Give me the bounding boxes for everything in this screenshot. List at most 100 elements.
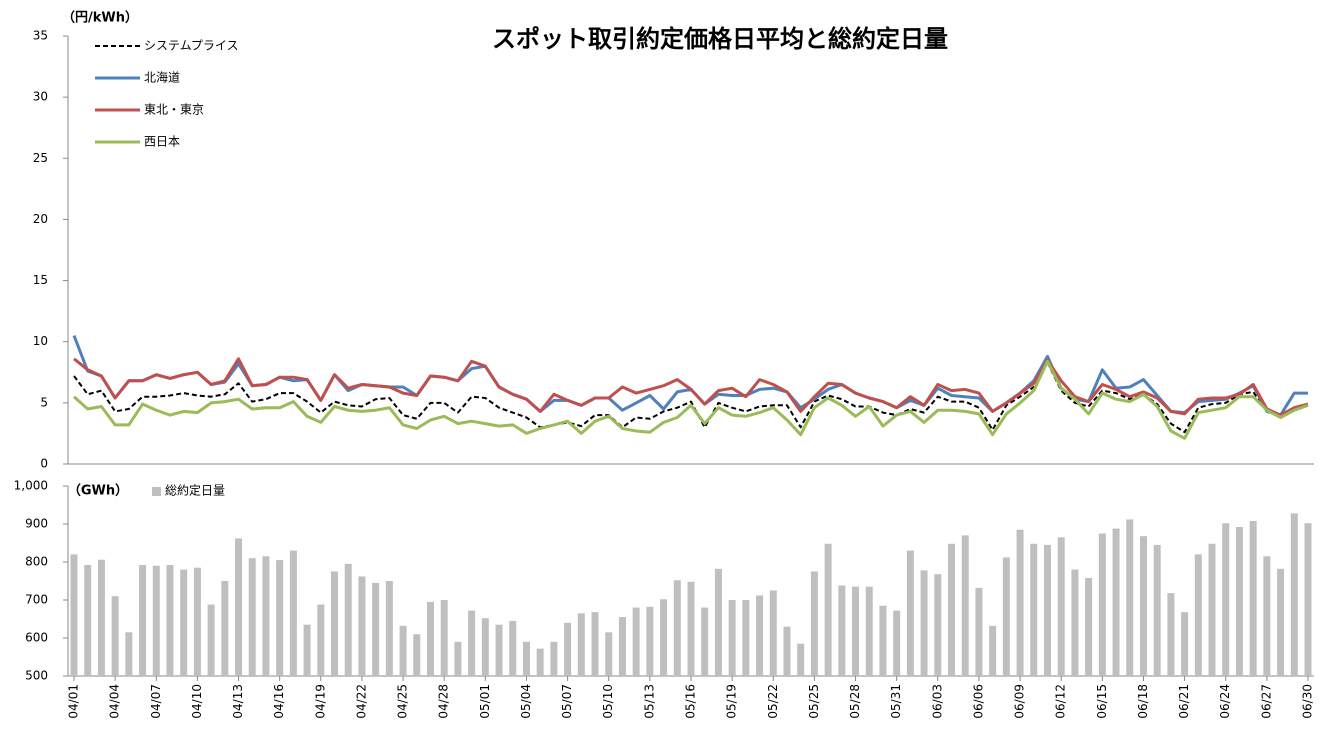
bar bbox=[1043, 544, 1051, 676]
bar bbox=[934, 574, 942, 676]
bar bbox=[852, 586, 860, 676]
bar bbox=[728, 600, 736, 676]
y-tick-label: 15 bbox=[33, 273, 48, 287]
bar bbox=[193, 567, 201, 676]
bar bbox=[769, 590, 777, 676]
y-tick-label: 0 bbox=[40, 457, 48, 471]
x-tick-label: 06/03 bbox=[930, 684, 944, 719]
y-tick-label: 20 bbox=[33, 212, 48, 226]
bar bbox=[632, 607, 640, 676]
bar bbox=[742, 600, 750, 676]
bar bbox=[111, 596, 119, 676]
bar bbox=[1235, 527, 1243, 676]
bar bbox=[920, 570, 928, 676]
bar bbox=[468, 610, 476, 676]
x-tick-label: 04/07 bbox=[149, 684, 163, 719]
bar bbox=[399, 625, 407, 676]
bar bbox=[180, 569, 188, 676]
bar bbox=[797, 643, 805, 676]
x-tick-label: 05/25 bbox=[807, 684, 821, 719]
bar bbox=[893, 610, 901, 676]
bar bbox=[975, 587, 983, 676]
bar bbox=[1194, 554, 1202, 676]
y-tick-label: 30 bbox=[33, 90, 48, 104]
bar bbox=[509, 620, 517, 676]
bar bbox=[207, 604, 215, 676]
y-axis-label: （円/kWh） bbox=[62, 10, 138, 26]
line-series bbox=[73, 361, 1309, 434]
bar bbox=[248, 558, 256, 676]
bar bbox=[1002, 557, 1010, 676]
bar bbox=[372, 582, 380, 676]
bar bbox=[289, 550, 297, 676]
x-tick-label: 06/24 bbox=[1218, 684, 1232, 719]
bar bbox=[84, 565, 92, 676]
bar bbox=[536, 648, 544, 676]
bar bbox=[1181, 612, 1189, 676]
bar bbox=[1277, 568, 1285, 676]
bar bbox=[605, 632, 613, 676]
bar bbox=[906, 550, 914, 676]
x-tick-label: 05/16 bbox=[684, 684, 698, 719]
bar bbox=[1112, 528, 1120, 676]
chart-title: スポット取引約定価格日平均と総約定日量 bbox=[492, 25, 948, 53]
bar bbox=[440, 600, 448, 676]
bar bbox=[262, 556, 270, 676]
x-tick-label: 04/16 bbox=[272, 684, 286, 719]
bar bbox=[961, 535, 969, 676]
x-tick-label: 06/15 bbox=[1095, 684, 1109, 719]
x-tick-label: 06/09 bbox=[1013, 684, 1027, 719]
bar bbox=[756, 595, 764, 676]
bar bbox=[1085, 577, 1093, 676]
bar bbox=[550, 641, 558, 676]
bar bbox=[331, 571, 339, 676]
y-tick-label: 10 bbox=[33, 334, 48, 348]
x-tick-label: 05/19 bbox=[725, 684, 739, 719]
bar bbox=[564, 622, 572, 676]
legend-label: 北海道 bbox=[144, 70, 180, 85]
bar bbox=[687, 581, 695, 676]
bar bbox=[660, 599, 668, 676]
y-tick-label: 900 bbox=[25, 517, 48, 531]
bar bbox=[1167, 593, 1175, 676]
x-tick-label: 04/19 bbox=[313, 684, 327, 719]
bar bbox=[1139, 536, 1147, 676]
y-axis-label: （GWh） bbox=[68, 483, 128, 499]
x-tick-label: 06/30 bbox=[1301, 684, 1315, 719]
x-tick-label: 04/10 bbox=[190, 684, 204, 719]
legend-label: 総約定日量 bbox=[165, 483, 225, 498]
bar bbox=[1263, 556, 1271, 676]
bar bbox=[385, 581, 393, 676]
bar bbox=[714, 568, 722, 676]
bar bbox=[783, 626, 791, 676]
y-tick-label: 1,000 bbox=[14, 479, 48, 493]
bar bbox=[481, 618, 489, 676]
x-tick-label: 04/13 bbox=[231, 684, 245, 719]
bar bbox=[618, 617, 626, 676]
y-tick-label: 600 bbox=[25, 631, 48, 645]
bar bbox=[221, 581, 229, 676]
x-tick-label: 04/22 bbox=[354, 684, 368, 719]
bar bbox=[701, 607, 709, 676]
bar bbox=[125, 632, 133, 676]
x-tick-label: 06/06 bbox=[971, 684, 985, 719]
bar bbox=[1249, 520, 1257, 676]
bar bbox=[139, 565, 147, 676]
bar bbox=[1016, 529, 1024, 676]
x-tick-label: 05/31 bbox=[889, 684, 903, 719]
bar bbox=[948, 543, 956, 676]
x-tick-label: 05/10 bbox=[601, 684, 615, 719]
x-tick-label: 06/27 bbox=[1259, 684, 1273, 719]
bar bbox=[166, 565, 174, 676]
bar bbox=[824, 543, 832, 676]
bar bbox=[70, 554, 78, 676]
line-series bbox=[72, 359, 1309, 440]
bar bbox=[1126, 519, 1134, 676]
y-tick-label: 5 bbox=[40, 395, 48, 409]
y-tick-label: 25 bbox=[33, 151, 48, 165]
y-tick-label: 500 bbox=[25, 669, 48, 683]
x-tick-label: 05/22 bbox=[766, 684, 780, 719]
bar bbox=[646, 606, 654, 676]
bar bbox=[152, 565, 160, 676]
